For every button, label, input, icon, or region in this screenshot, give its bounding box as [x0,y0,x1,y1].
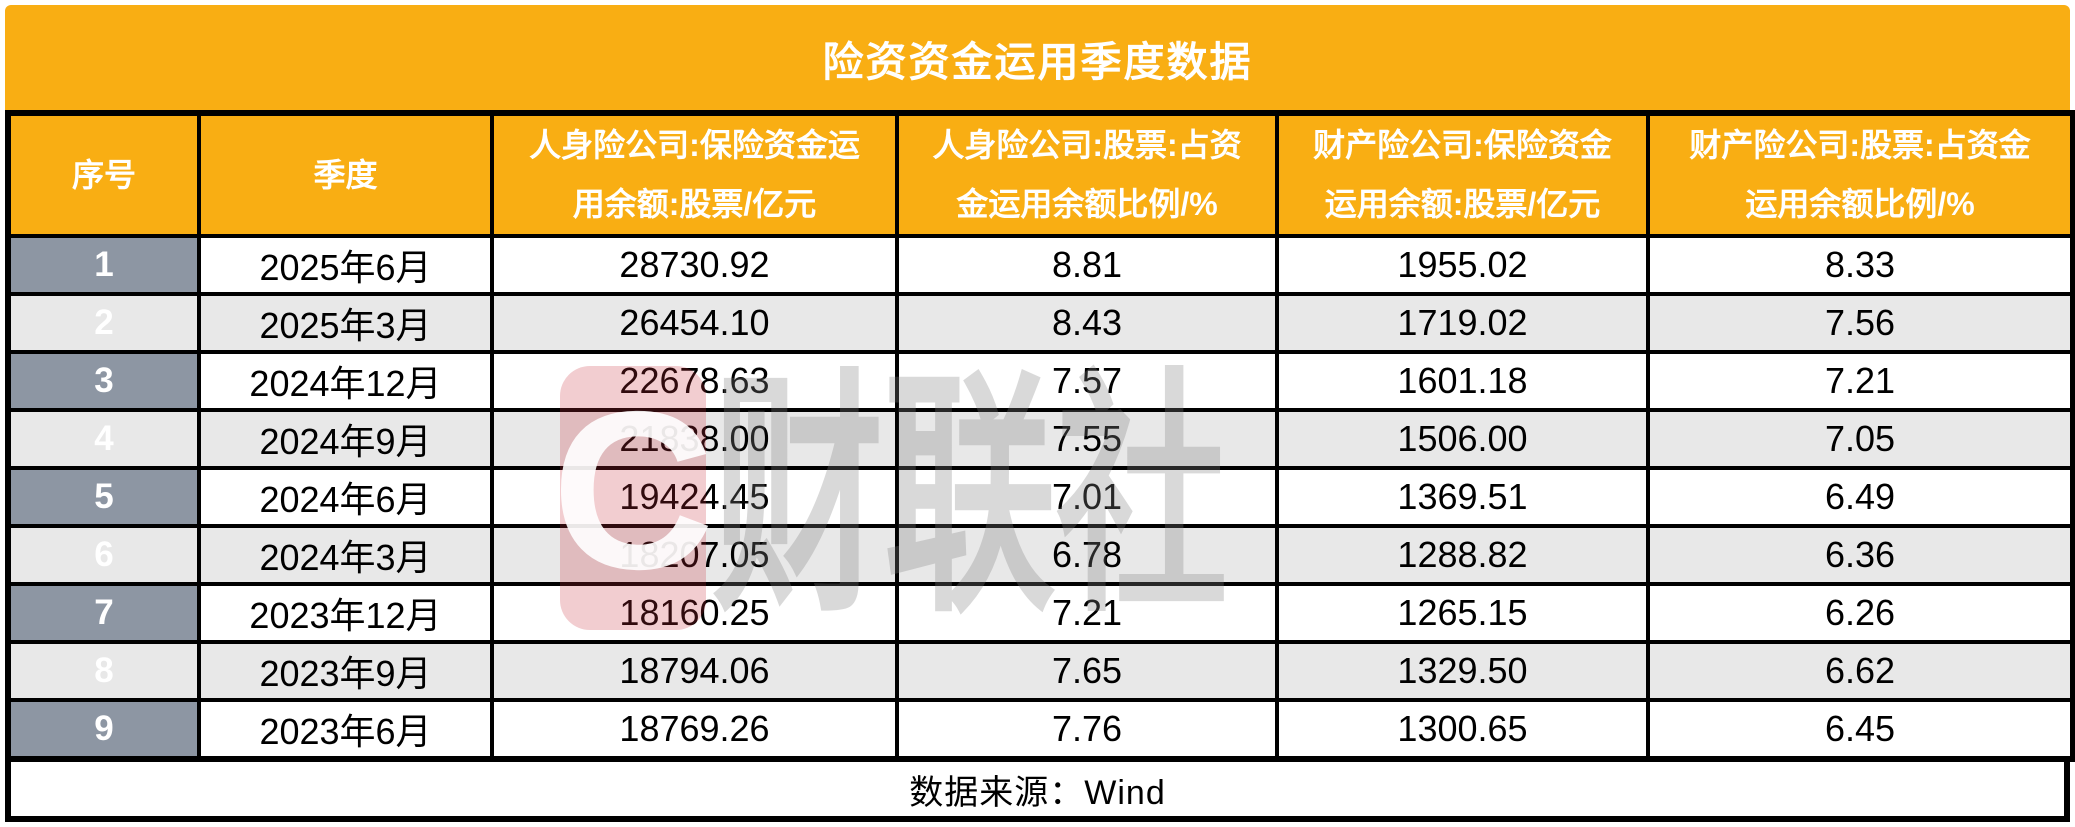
property-balance-cell: 1506.00 [1275,408,1650,471]
property-balance-cell: 1955.02 [1275,234,1650,297]
title-bar: 险资资金运用季度数据 [5,5,2070,110]
life-ratio-cell: 7.55 [895,408,1279,471]
life-ratio-cell: 7.76 [895,698,1279,762]
life-ratio-cell: 7.57 [895,350,1279,413]
property-ratio-cell: 7.21 [1646,350,2075,413]
page-title: 险资资金运用季度数据 [822,38,1253,85]
life-ratio-cell: 7.65 [895,640,1279,703]
property-balance-cell: 1369.51 [1275,466,1650,529]
serial-cell: 5 [6,466,201,529]
life-balance-cell: 26454.10 [490,292,899,355]
life-ratio-cell: 8.81 [895,234,1279,297]
life-ratio-cell: 8.43 [895,292,1279,355]
serial-cell: 4 [6,408,201,471]
serial-cell: 3 [6,350,201,413]
table-row: 3 2024年12月 22678.63 7.57 1601.18 7.21 [6,350,2075,413]
header-life-ratio: 人身险公司:股票:占资 金运用余额比例/% [895,110,1279,239]
life-balance-cell: 28730.92 [490,234,899,297]
table-row: 9 2023年6月 18769.26 7.76 1300.65 6.45 [6,698,2075,762]
property-ratio-cell: 6.26 [1646,582,2075,645]
life-balance-cell: 18769.26 [490,698,899,762]
serial-cell: 8 [6,640,201,703]
property-ratio-cell: 6.62 [1646,640,2075,703]
data-table: 序号 季度 人身险公司:保险资金运 用余额:股票/亿元 人身险公司:股票:占资 … [5,110,2075,763]
table-row: 4 2024年9月 21838.00 7.55 1506.00 7.05 [6,408,2075,471]
source-row: 数据来源：Wind [5,762,2070,822]
life-balance-cell: 19424.45 [490,466,899,529]
quarter-cell: 2023年6月 [197,698,494,762]
property-balance-cell: 1601.18 [1275,350,1650,413]
header-serial: 序号 [6,110,201,239]
serial-cell: 1 [6,234,201,297]
quarter-cell: 2024年12月 [197,350,494,413]
table-row: 7 2023年12月 18160.25 7.21 1265.15 6.26 [6,582,2075,645]
property-ratio-cell: 6.49 [1646,466,2075,529]
serial-cell: 6 [6,524,201,587]
serial-cell: 2 [6,292,201,355]
quarter-cell: 2024年9月 [197,408,494,471]
property-ratio-cell: 8.33 [1646,234,2075,297]
table-row: 2 2025年3月 26454.10 8.43 1719.02 7.56 [6,292,2075,355]
header-life-balance: 人身险公司:保险资金运 用余额:股票/亿元 [490,110,899,239]
property-balance-cell: 1300.65 [1275,698,1650,762]
life-balance-cell: 18160.25 [490,582,899,645]
serial-cell: 7 [6,582,201,645]
quarter-cell: 2024年3月 [197,524,494,587]
quarter-cell: 2023年12月 [197,582,494,645]
life-balance-cell: 18207.05 [490,524,899,587]
table-row: 5 2024年6月 19424.45 7.01 1369.51 6.49 [6,466,2075,529]
table-frame: 险资资金运用季度数据 序号 季度 人身险公司:保险资金运 用余额:股票/亿元 人… [5,5,2075,822]
property-balance-cell: 1719.02 [1275,292,1650,355]
life-balance-cell: 22678.63 [490,350,899,413]
header-row: 序号 季度 人身险公司:保险资金运 用余额:股票/亿元 人身险公司:股票:占资 … [6,110,2075,239]
table-row: 8 2023年9月 18794.06 7.65 1329.50 6.62 [6,640,2075,703]
property-balance-cell: 1288.82 [1275,524,1650,587]
property-ratio-cell: 7.56 [1646,292,2075,355]
life-ratio-cell: 7.01 [895,466,1279,529]
quarter-cell: 2024年6月 [197,466,494,529]
property-ratio-cell: 6.36 [1646,524,2075,587]
life-ratio-cell: 7.21 [895,582,1279,645]
serial-cell: 9 [6,698,201,762]
life-balance-cell: 18794.06 [490,640,899,703]
life-ratio-cell: 6.78 [895,524,1279,587]
quarter-cell: 2025年3月 [197,292,494,355]
quarter-cell: 2023年9月 [197,640,494,703]
header-quarter: 季度 [197,110,494,239]
property-balance-cell: 1329.50 [1275,640,1650,703]
life-balance-cell: 21838.00 [490,408,899,471]
table-row: 1 2025年6月 28730.92 8.81 1955.02 8.33 [6,234,2075,297]
property-balance-cell: 1265.15 [1275,582,1650,645]
property-ratio-cell: 6.45 [1646,698,2075,762]
header-property-ratio: 财产险公司:股票:占资金 运用余额比例/% [1646,110,2075,239]
source-label: 数据来源：Wind [909,773,1166,812]
property-ratio-cell: 7.05 [1646,408,2075,471]
header-property-balance: 财产险公司:保险资金 运用余额:股票/亿元 [1275,110,1650,239]
table-row: 6 2024年3月 18207.05 6.78 1288.82 6.36 [6,524,2075,587]
quarter-cell: 2025年6月 [197,234,494,297]
